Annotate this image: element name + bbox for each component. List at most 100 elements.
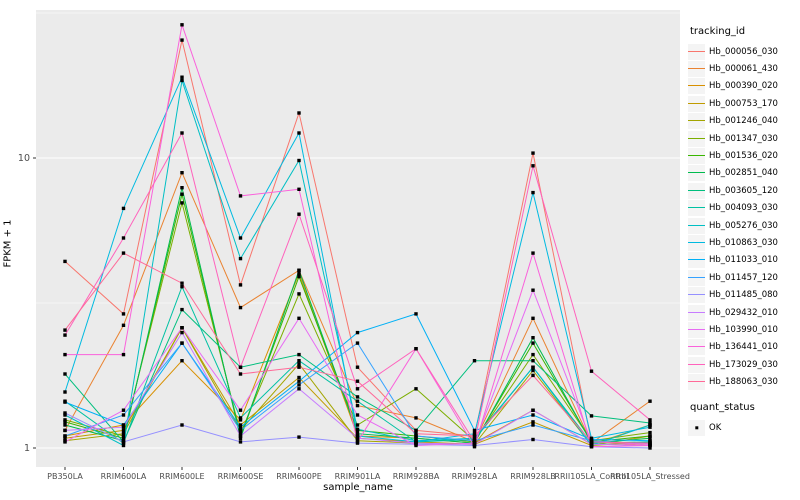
data-point xyxy=(297,435,301,439)
legend-line-swatch xyxy=(688,321,705,338)
data-point xyxy=(180,423,184,427)
legend-item-label: Hb_103990_010 xyxy=(709,324,778,335)
data-point xyxy=(238,432,243,436)
legend-line-swatch xyxy=(688,269,705,286)
data-point xyxy=(531,316,535,320)
data-point xyxy=(531,352,535,357)
legend-line-swatch xyxy=(688,182,705,199)
data-point xyxy=(531,365,535,369)
legend-item-label: Hb_011485_080 xyxy=(709,290,778,301)
legend-line-swatch xyxy=(688,165,705,182)
data-point xyxy=(63,436,67,440)
data-point xyxy=(355,379,360,383)
x-tick-label: RRII105LA_Control xyxy=(554,472,628,481)
legend-item-label: Hb_000753_170 xyxy=(709,98,778,109)
x-tick-label: PB350LA xyxy=(47,472,83,481)
data-point xyxy=(414,312,418,316)
data-point xyxy=(121,440,126,444)
legend-line-swatch xyxy=(688,287,705,304)
legend-line-swatch xyxy=(688,200,705,217)
legend-line-swatch xyxy=(688,113,705,130)
data-point xyxy=(531,437,535,442)
data-point xyxy=(180,307,184,312)
legend-line-swatch xyxy=(688,304,705,321)
data-point xyxy=(63,428,67,433)
data-point xyxy=(531,368,535,373)
data-point xyxy=(180,341,184,345)
data-point xyxy=(297,187,301,191)
data-point xyxy=(180,131,184,135)
legend-title-quant-status: quant_status xyxy=(690,402,755,413)
legend-item-quant-OK: OK xyxy=(688,419,798,436)
data-point xyxy=(355,413,360,417)
legend-item-label: Hb_003605_120 xyxy=(709,185,778,196)
data-point xyxy=(121,251,126,255)
data-point xyxy=(121,206,126,211)
data-point xyxy=(531,164,535,168)
x-tick-label: RRIM600LE xyxy=(159,472,204,481)
legend-item-Hb_173029_030: Hb_173029_030 xyxy=(688,356,798,373)
legend-item-label: Hb_000056_030 xyxy=(709,46,778,57)
data-point xyxy=(648,425,652,429)
data-point xyxy=(238,418,243,422)
data-point xyxy=(180,326,184,330)
data-point xyxy=(648,418,652,422)
data-point xyxy=(297,362,301,366)
legend-item-Hb_103990_010: Hb_103990_010 xyxy=(688,321,798,338)
data-point xyxy=(472,432,477,436)
data-point xyxy=(355,423,360,427)
x-tick-label: RRIM901LA xyxy=(335,472,381,481)
legend-item-Hb_011457_120: Hb_011457_120 xyxy=(688,269,798,286)
data-point xyxy=(238,365,243,369)
legend-item-Hb_029432_010: Hb_029432_010 xyxy=(688,304,798,321)
data-point xyxy=(589,440,594,444)
x-tick-label: RRIM928BA xyxy=(393,472,440,481)
x-tick-label: RRIM600LA xyxy=(101,472,147,481)
data-point xyxy=(238,423,243,427)
data-point xyxy=(238,194,243,198)
x-tick-label: RRII105LA_Stressed xyxy=(610,472,690,481)
data-point xyxy=(121,432,126,436)
data-point xyxy=(297,158,301,163)
legend-item-label: Hb_001536_020 xyxy=(709,151,778,162)
data-point xyxy=(297,292,301,296)
data-point xyxy=(648,436,652,440)
legend-line-swatch xyxy=(688,252,705,269)
data-point xyxy=(63,413,67,417)
legend-quant-status: quant_status OK xyxy=(688,402,798,436)
data-point xyxy=(180,186,184,190)
data-point xyxy=(414,432,418,436)
data-point xyxy=(63,372,67,376)
data-point xyxy=(531,288,535,292)
legend-item-label: Hb_005276_030 xyxy=(709,220,778,231)
legend-line-swatch xyxy=(688,43,705,60)
legend-item-Hb_002851_040: Hb_002851_040 xyxy=(688,165,798,182)
legend-quant-label: OK xyxy=(709,422,722,433)
data-point xyxy=(121,425,126,429)
data-point xyxy=(297,352,301,357)
data-point xyxy=(63,423,67,427)
legend-item-Hb_001536_020: Hb_001536_020 xyxy=(688,147,798,165)
data-point xyxy=(121,323,126,327)
data-point xyxy=(63,328,67,332)
data-point xyxy=(63,411,67,415)
data-point xyxy=(355,434,360,438)
legend-line-swatch xyxy=(688,374,705,391)
data-point xyxy=(648,421,652,425)
data-point xyxy=(355,399,360,403)
legend-item-Hb_188063_030: Hb_188063_030 xyxy=(688,373,798,391)
data-point xyxy=(238,305,243,310)
data-point xyxy=(414,434,418,438)
legend-item-label: Hb_136441_010 xyxy=(709,342,778,353)
data-point xyxy=(472,428,477,433)
legend-title-tracking-id: tracking_id xyxy=(690,26,746,37)
data-point xyxy=(121,236,126,240)
data-point xyxy=(121,436,126,440)
data-point xyxy=(238,434,243,438)
legend-item-Hb_004093_030: Hb_004093_030 xyxy=(688,200,798,217)
data-point xyxy=(531,373,535,378)
data-point xyxy=(63,352,67,357)
data-point xyxy=(531,251,535,255)
